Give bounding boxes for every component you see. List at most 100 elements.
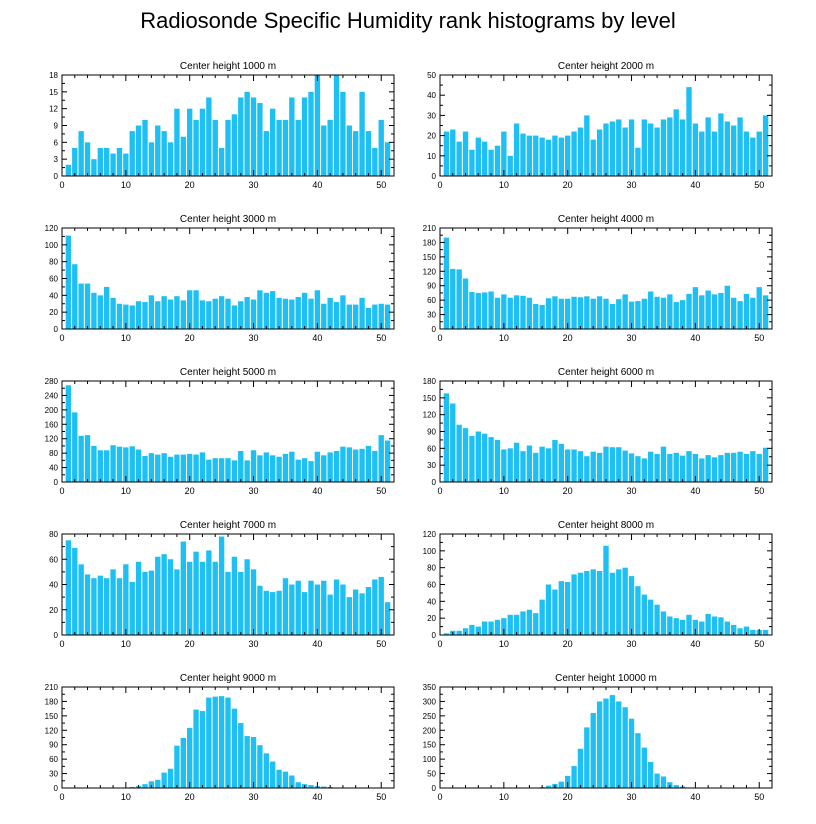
panel-9-bar [206, 697, 212, 788]
panel-4-bar [750, 297, 756, 329]
panel-4-bar [539, 304, 545, 329]
panel-5-xtick-label: 20 [185, 486, 195, 496]
panel-4-bar [462, 278, 469, 329]
panel-8-bar [648, 599, 654, 635]
panel-2-xtick-label: 40 [690, 180, 700, 190]
panel-10-bar [590, 712, 596, 788]
panel-3-bar [199, 300, 206, 329]
panel-1-bar [231, 114, 238, 176]
panel-10-title: Center height 10000 m [555, 673, 657, 684]
panel-9-bar [187, 727, 193, 788]
panel-1-bar [308, 91, 314, 176]
panel-2-bar [686, 87, 692, 176]
panel-4-bar [609, 303, 616, 329]
panel-6-bar [654, 453, 660, 482]
panel-10-ytick-label: 350 [423, 683, 437, 692]
panel-9-xtick-label: 50 [376, 792, 386, 802]
panel-9-bar [244, 736, 250, 788]
panel-8-bar [462, 628, 469, 635]
panel-6-bar [450, 403, 456, 482]
panel-9-bar [218, 696, 225, 788]
panel-1-bar [142, 119, 148, 176]
panel-6-ytick-label: 60 [427, 444, 436, 453]
panel-6-bar [667, 453, 673, 482]
panel-5-bar [378, 435, 384, 482]
panel-6-bar [705, 455, 711, 482]
panel-8-bar [743, 626, 750, 635]
panel-3-bar [250, 299, 257, 329]
panel-4-bar [520, 295, 526, 329]
panel-8-bar [686, 614, 692, 635]
panel-6-bar [699, 458, 705, 482]
panel-8-bar [552, 589, 558, 635]
panel-4-bar [762, 295, 769, 329]
panel-6-bar [558, 443, 564, 482]
panel-10-bar [616, 701, 622, 788]
panel-2-bar [482, 141, 488, 176]
panel-7-bar [116, 578, 123, 635]
panel-2-bar [648, 123, 654, 176]
panel-7-bar [212, 561, 218, 635]
panel-3-bar [353, 304, 359, 329]
panel-5-bar [72, 412, 78, 482]
panel-4-ytick-label: 120 [423, 267, 437, 276]
panel-8-bar [724, 621, 730, 635]
panel-4-bar [699, 295, 705, 329]
panel-6-ytick-label: 180 [423, 377, 437, 386]
panel-10-bar [635, 733, 641, 788]
panel-5-bar [314, 451, 321, 482]
panel-2-bar [552, 135, 558, 176]
panel-6-bar [533, 452, 539, 482]
panel-4-xtick-label: 30 [627, 333, 637, 343]
panel-10-ytick-label: 200 [423, 726, 437, 735]
panel-2-bar [667, 117, 673, 176]
panel-5-bar [244, 460, 250, 482]
panel-10-bar [673, 785, 679, 788]
panel-7-ytick-label: 20 [49, 606, 58, 615]
panel-6-bar [462, 428, 469, 482]
panel-9-ytick-label: 210 [45, 683, 59, 692]
panel-6-bar [513, 442, 520, 482]
panel-4-bar [501, 294, 507, 329]
panel-8-bar [469, 624, 475, 635]
panel-4-bar [482, 292, 488, 329]
panel-10-ytick-label: 300 [423, 697, 437, 706]
panel-5-bar [110, 445, 116, 482]
panel-2-bar [443, 131, 450, 176]
panel-3-bar [346, 304, 352, 329]
panel-3-bar [263, 292, 269, 329]
panel-2-ytick-label: 10 [427, 152, 436, 161]
panel-5-bar [116, 446, 123, 482]
panel-7-ytick-label: 40 [49, 581, 58, 590]
panel-4-bar [654, 296, 660, 329]
panel-7-bar [110, 569, 116, 635]
panel-9-bar [276, 769, 282, 788]
panel-6-bar [482, 433, 488, 482]
panel-10-bar [609, 695, 616, 788]
panel-8-xtick-label: 20 [563, 639, 573, 649]
panel-5-bar [142, 456, 148, 482]
panel-7-bar [327, 594, 333, 635]
panel-4-bar [584, 296, 590, 329]
panel-8-bar [507, 614, 513, 635]
panel-9-bar [193, 709, 199, 788]
panel-3-bar [148, 295, 155, 329]
panel-3-xtick-label: 20 [185, 333, 195, 343]
panel-6-bar [622, 450, 628, 482]
panel-9-bar [295, 782, 301, 788]
panel-6-bar [750, 451, 756, 482]
panel-1-bar [78, 131, 84, 176]
panel-9-title: Center height 9000 m [180, 673, 276, 684]
panel-5-bar [353, 449, 359, 482]
panel-2-bar [469, 149, 475, 176]
panel-6-bar [711, 457, 718, 482]
panel-5-bar [231, 460, 238, 482]
panel-7-bar [225, 571, 231, 636]
panel-8-title: Center height 8000 m [558, 520, 654, 531]
panel-6-bar [756, 453, 762, 482]
panel-5-ytick-label: 280 [45, 377, 59, 386]
panel-10-xtick-label: 30 [627, 792, 637, 802]
panel-8-bar [584, 571, 590, 635]
panel-1-bar [346, 125, 352, 176]
panel-10-xtick-label: 20 [563, 792, 573, 802]
